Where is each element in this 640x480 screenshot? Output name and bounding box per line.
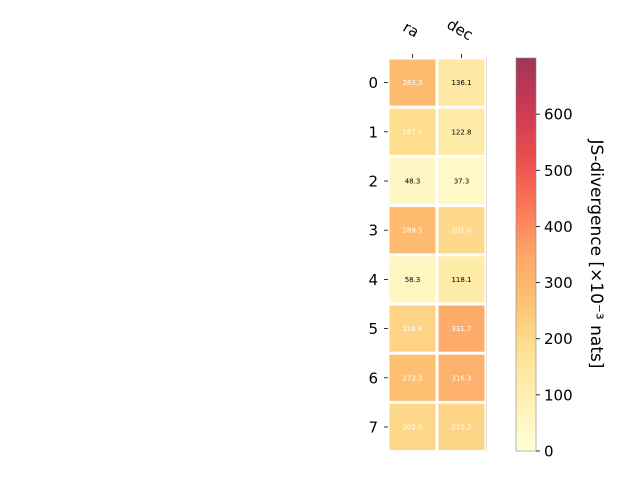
colorbar-label: JS-divergence [×10⁻³ nats] <box>586 139 606 369</box>
cell-value-label: 202.0 <box>402 424 422 432</box>
cell-value-label: 273.3 <box>402 374 422 382</box>
cell-value-label: 289.5 <box>402 227 422 235</box>
heatmap-cell <box>389 207 436 254</box>
cell-value-label: 187.5 <box>402 128 422 136</box>
cell-value-label: 118.1 <box>451 276 471 284</box>
heatmap-cell <box>438 403 485 451</box>
cell-value-label: 37.3 <box>454 178 470 186</box>
heatmap-cell <box>438 59 485 106</box>
colorbar-tick-label: 500 <box>544 162 573 180</box>
colorbar-tick-label: 100 <box>544 386 573 404</box>
cell-value-label: 316.3 <box>451 374 471 382</box>
row-label: 0 <box>368 74 378 92</box>
colorbar-tick-label: 0 <box>544 443 554 461</box>
cell-value-label: 136.1 <box>451 79 471 87</box>
cell-value-label: 201.0 <box>451 227 471 235</box>
row-label: 5 <box>368 320 378 338</box>
heatmap-cell <box>438 305 485 352</box>
heatmap-cell <box>389 256 436 303</box>
cell-value-label: 122.8 <box>451 128 471 136</box>
row-label: 7 <box>368 419 378 437</box>
row-label: 1 <box>368 123 378 141</box>
heatmap-cell <box>438 256 485 303</box>
heatmap-plot: 283.3 136.1 187.5 122.8 48.3 37.3 289.5 201.0 58… <box>389 58 487 452</box>
row-label: 4 <box>368 271 378 289</box>
cell-value-label: 283.3 <box>402 79 422 87</box>
heatmap-cell <box>389 403 436 451</box>
heatmap-cell <box>438 108 485 155</box>
cell-value-label: 331.7 <box>451 325 471 333</box>
heatmap-cell <box>389 354 436 401</box>
heatmap-cell <box>389 305 436 352</box>
heatmap-cell <box>438 157 485 205</box>
colorbar-tick-label: 300 <box>544 274 573 292</box>
colorbar-gradient <box>515 57 537 452</box>
colorbar-tick-label: 600 <box>544 106 573 124</box>
colorbar-tick-label: 400 <box>544 218 573 236</box>
row-label: 6 <box>368 369 378 387</box>
row-label: 3 <box>368 222 378 240</box>
heatmap-cell <box>438 207 485 254</box>
colorbar: 0 100 200 300 400 500 600 JS-divergence [×10⁻³… <box>515 57 606 461</box>
cell-value-label: 210.2 <box>451 424 471 432</box>
colorbar-ticks: 0 100 200 300 400 500 600 <box>536 106 573 461</box>
cell-value-label: 48.3 <box>405 178 421 186</box>
row-label: 2 <box>368 173 378 191</box>
heatmap-cell <box>389 108 436 155</box>
heatmap-cell <box>389 59 436 106</box>
cell-value-label: 58.3 <box>405 276 421 284</box>
row-labels: 0 1 2 3 4 5 6 7 <box>368 74 388 437</box>
colorbar-tick-label: 200 <box>544 330 573 348</box>
cell-value-label: 216.8 <box>402 325 422 333</box>
heatmap-cell <box>438 354 485 401</box>
heatmap-cell <box>389 157 436 205</box>
